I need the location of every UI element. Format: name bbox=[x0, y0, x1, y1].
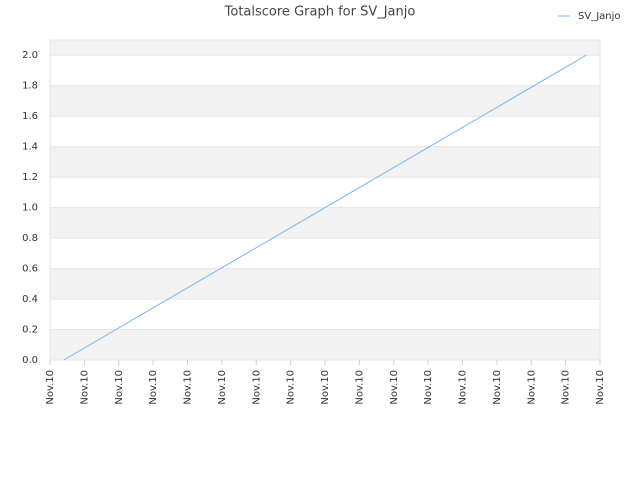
plot-band bbox=[50, 207, 600, 239]
x-tick-label: Nov.10 bbox=[595, 370, 606, 405]
x-tick-label: Nov.10 bbox=[251, 370, 262, 405]
x-tick-label: Nov.10 bbox=[286, 370, 297, 405]
y-tick-label: 1.2 bbox=[22, 172, 38, 183]
line bbox=[63, 54, 587, 361]
plot-band bbox=[50, 40, 600, 56]
y-tick-label: 1.4 bbox=[22, 142, 38, 153]
y-tick-label: 0.0 bbox=[22, 355, 38, 366]
y-tick-label: 0.2 bbox=[22, 325, 38, 336]
x-tick-label: Nov.10 bbox=[526, 370, 537, 405]
chart-title: Totalscore Graph for SV_Janjo bbox=[224, 5, 416, 20]
legend-label: SV_Janjo bbox=[578, 11, 621, 22]
plot-band bbox=[50, 85, 600, 117]
y-tick-label: 1.6 bbox=[22, 111, 38, 122]
x-tick-label: Nov.10 bbox=[45, 370, 56, 405]
x-tick-label: Nov.10 bbox=[217, 370, 228, 405]
x-tick-label: Nov.10 bbox=[148, 370, 159, 405]
y-tick-label: 0.4 bbox=[22, 294, 38, 305]
x-tick-label: Nov.10 bbox=[114, 370, 125, 405]
y-tick-label: 0.6 bbox=[22, 264, 38, 275]
y-tick-label: 1.8 bbox=[22, 81, 38, 92]
plot-band bbox=[50, 329, 600, 360]
x-tick-label: Nov.10 bbox=[561, 370, 572, 405]
plot-band bbox=[50, 268, 600, 300]
x-tick-label: Nov.10 bbox=[320, 370, 331, 405]
y-tick-label: 2.0 bbox=[22, 50, 38, 61]
x-tick-label: Nov.10 bbox=[354, 370, 365, 405]
y-tick-label: 0.8 bbox=[22, 233, 38, 244]
x-tick-label: Nov.10 bbox=[423, 370, 434, 405]
x-tick-label: Nov.10 bbox=[183, 370, 194, 405]
x-tick-label: Nov.10 bbox=[492, 370, 503, 405]
x-tick-label: Nov.10 bbox=[389, 370, 400, 405]
plot-band bbox=[50, 146, 600, 178]
x-tick-label: Nov.10 bbox=[79, 370, 90, 405]
y-tick-label: 1.0 bbox=[22, 203, 38, 214]
x-tick-label: Nov.10 bbox=[458, 370, 469, 405]
